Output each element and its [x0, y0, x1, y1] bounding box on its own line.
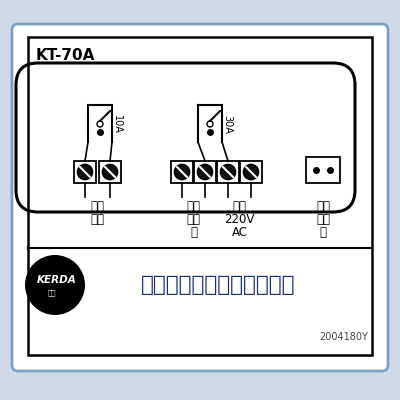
- Circle shape: [25, 255, 85, 315]
- Circle shape: [78, 164, 92, 180]
- Circle shape: [102, 164, 118, 180]
- Bar: [240, 161, 262, 183]
- Text: 传感: 传感: [316, 213, 330, 226]
- Circle shape: [174, 164, 190, 180]
- Bar: [306, 157, 340, 183]
- Text: 10A: 10A: [112, 115, 122, 134]
- Text: 压缩: 压缩: [186, 200, 200, 213]
- Circle shape: [207, 121, 213, 127]
- Circle shape: [244, 164, 258, 180]
- Text: 电源: 电源: [232, 200, 246, 213]
- Bar: [194, 161, 216, 183]
- Bar: [217, 161, 239, 183]
- Bar: [28, 37, 372, 355]
- Text: 徐州凯特电器设备有限公司: 徐州凯特电器设备有限公司: [141, 275, 295, 295]
- Text: 开关: 开关: [90, 213, 104, 226]
- Circle shape: [97, 121, 103, 127]
- Bar: [171, 161, 193, 183]
- Text: 30A: 30A: [222, 115, 232, 134]
- Text: 器: 器: [320, 226, 326, 239]
- Text: KERDA: KERDA: [37, 275, 77, 285]
- Bar: [74, 161, 96, 183]
- Text: KT-70A: KT-70A: [36, 48, 95, 63]
- Circle shape: [198, 164, 212, 180]
- Text: 机开: 机开: [186, 213, 200, 226]
- Text: AC: AC: [232, 226, 248, 239]
- Text: 灯光: 灯光: [90, 200, 104, 213]
- Text: 制冷: 制冷: [316, 200, 330, 213]
- FancyBboxPatch shape: [12, 24, 388, 371]
- Text: 凯特: 凯特: [48, 290, 56, 296]
- Text: 关: 关: [190, 226, 197, 239]
- Circle shape: [220, 164, 236, 180]
- Bar: [99, 161, 121, 183]
- Text: 220V: 220V: [224, 213, 255, 226]
- Text: 2004180Y: 2004180Y: [319, 332, 368, 342]
